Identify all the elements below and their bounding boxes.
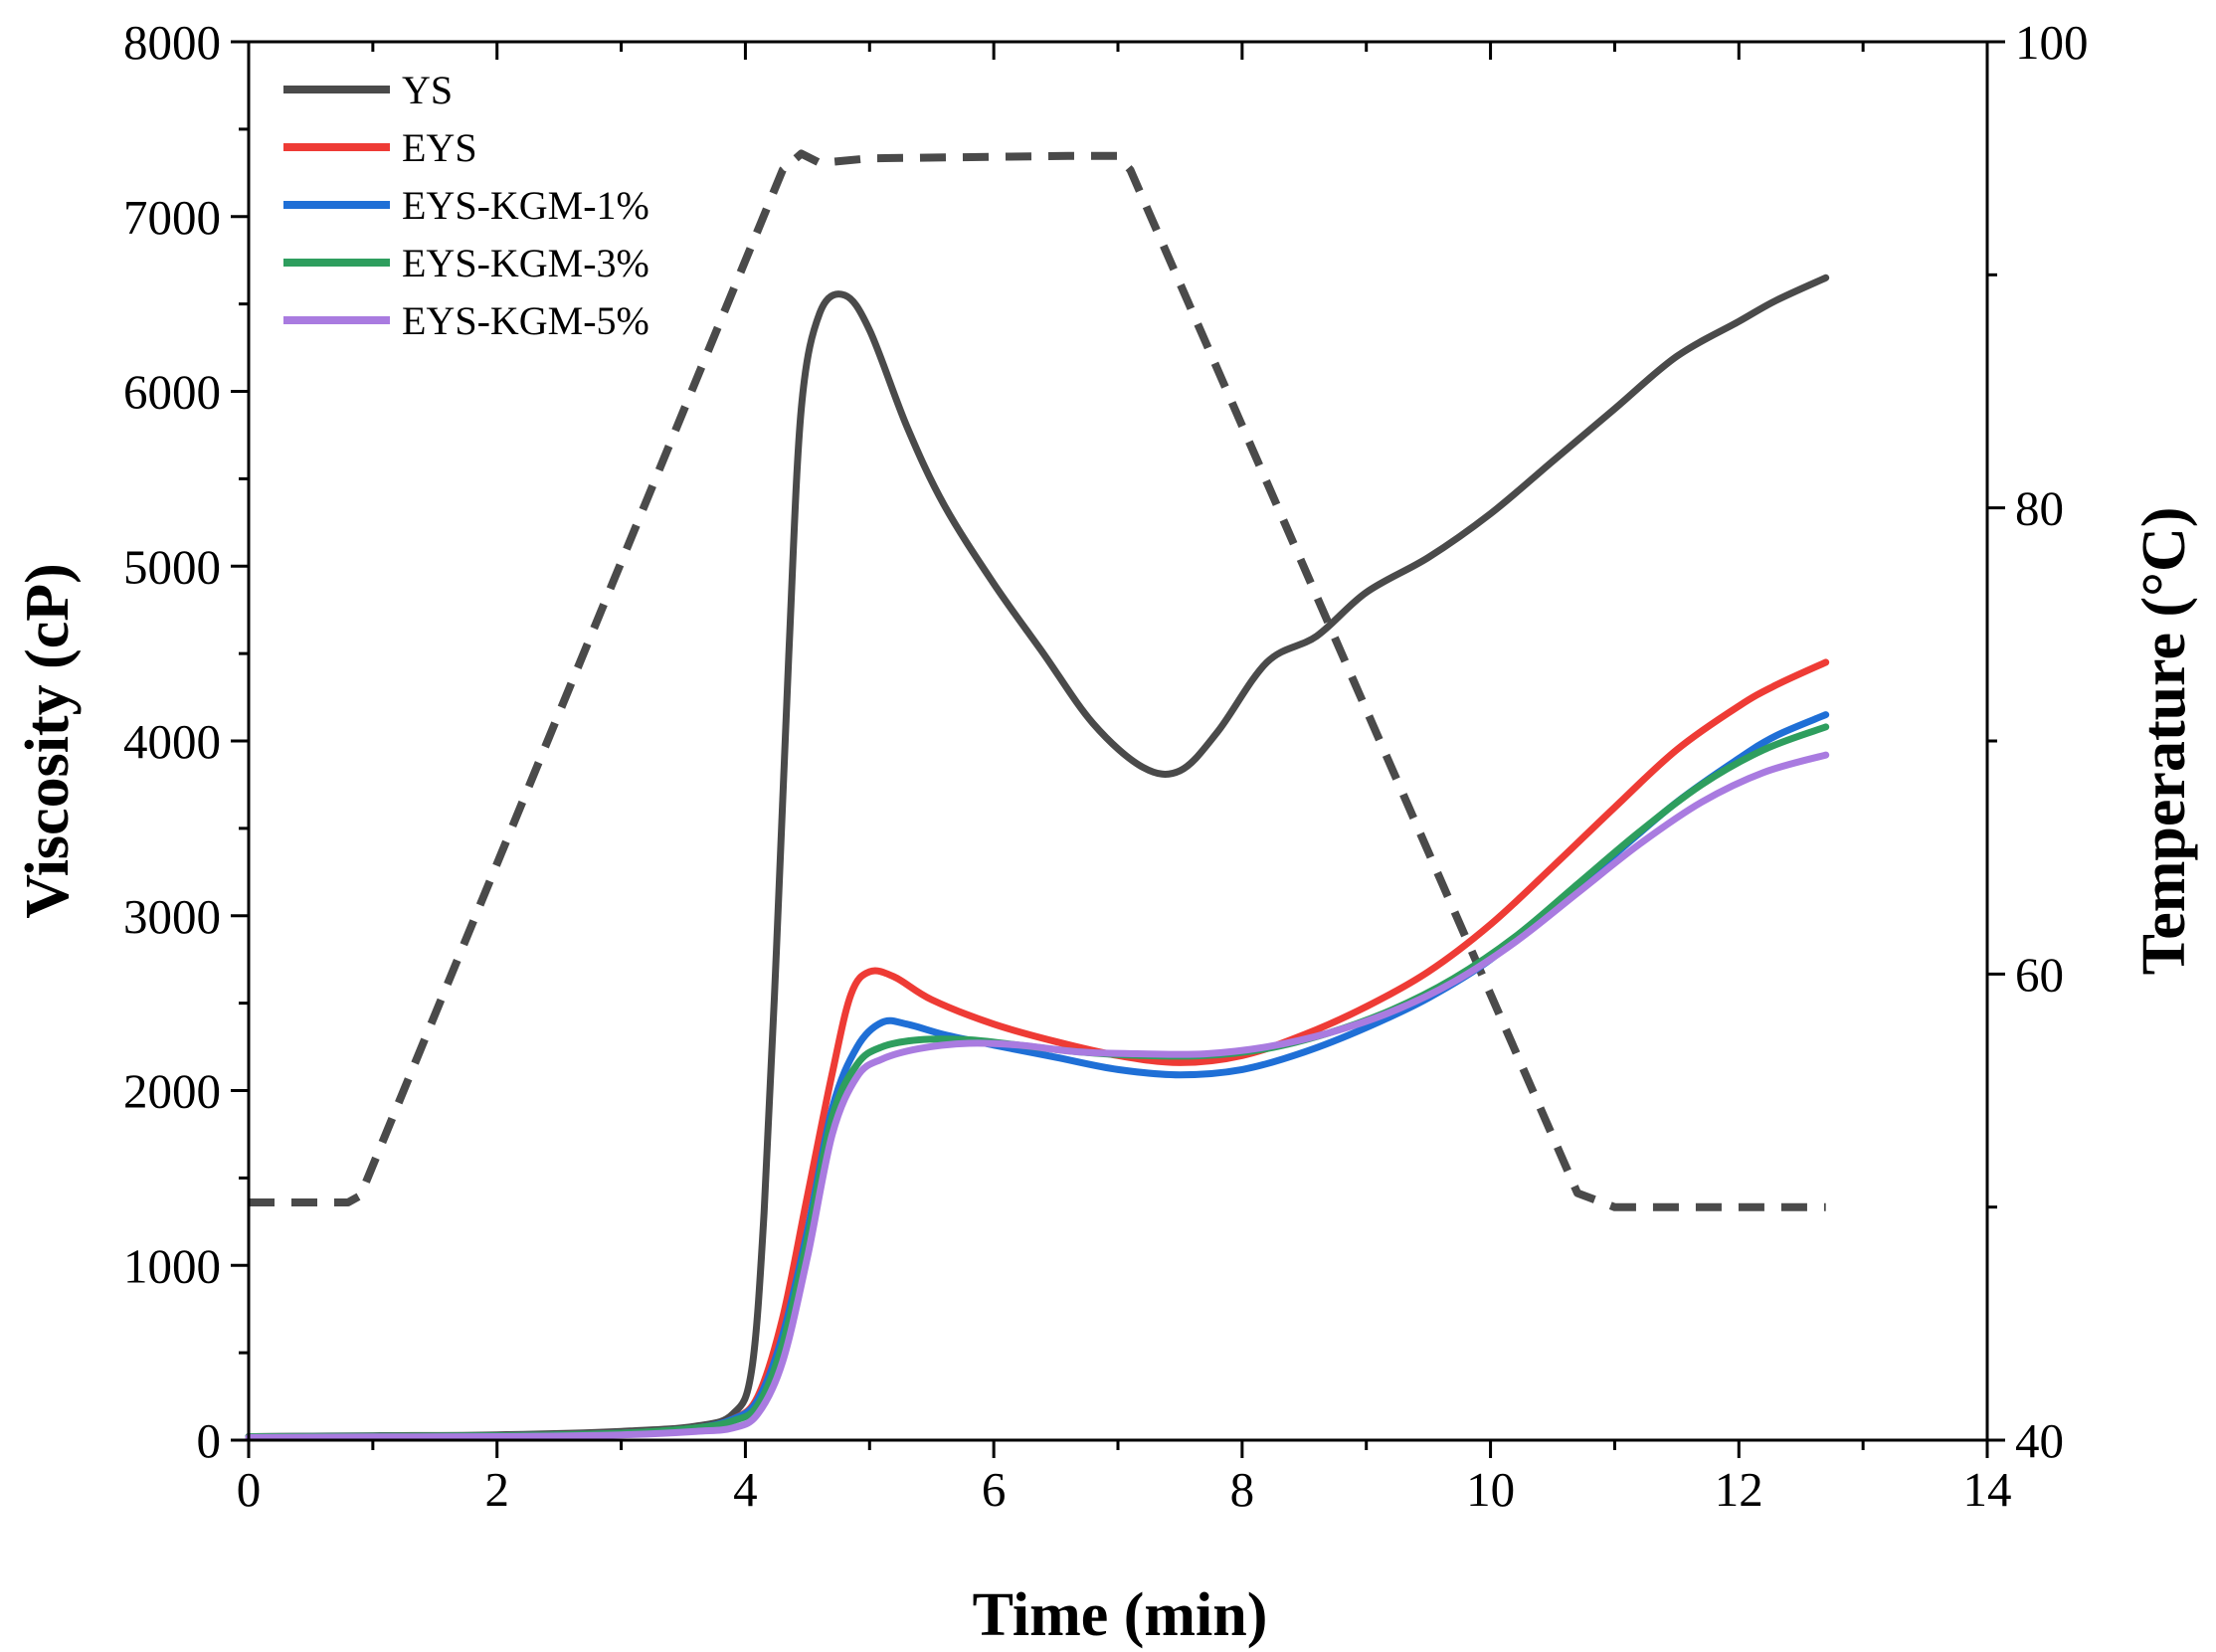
x-tick-label: 4 xyxy=(733,1462,758,1517)
x-tick-label: 6 xyxy=(982,1462,1007,1517)
y-tick-label: 0 xyxy=(197,1413,222,1468)
legend-label-eys: EYS xyxy=(402,125,477,170)
y-tick-label: 2000 xyxy=(123,1064,221,1119)
y2-tick-label: 40 xyxy=(2015,1413,2064,1468)
y-tick-label: 7000 xyxy=(123,190,221,245)
legend-label-eys-kgm-1pct: EYS-KGM-1% xyxy=(402,183,649,228)
y2-tick-label: 60 xyxy=(2015,947,2064,1002)
y-tick-label: 5000 xyxy=(123,539,221,594)
y2-axis-title: Temperature (°C) xyxy=(2130,507,2198,976)
y-tick-label: 4000 xyxy=(123,714,221,769)
x-axis-title: Time (min) xyxy=(973,1581,1268,1649)
series-line-ys xyxy=(245,274,1830,1440)
y-tick-label: 8000 xyxy=(123,15,221,70)
x-tick-label: 0 xyxy=(237,1462,262,1517)
y-tick-label: 1000 xyxy=(123,1238,221,1293)
series-line-eys-kgm-5pct xyxy=(245,751,1830,1441)
x-tick-label: 8 xyxy=(1230,1462,1255,1517)
x-tick-label: 10 xyxy=(1466,1462,1515,1517)
legend-label-eys-kgm-3pct: EYS-KGM-3% xyxy=(402,241,649,285)
y2-tick-label: 80 xyxy=(2015,481,2064,536)
legend: YS EYS EYS-KGM-1% EYS-KGM-3% EYS-KGM-5% xyxy=(283,68,649,343)
y-tick-label: 6000 xyxy=(123,365,221,420)
x-tick-label: 2 xyxy=(484,1462,509,1517)
y2-tick-label: 100 xyxy=(2015,15,2089,70)
x-tick-label: 14 xyxy=(1963,1462,2012,1517)
y-axis-title: Viscosity (cP) xyxy=(14,563,82,919)
y-tick-label: 3000 xyxy=(123,889,221,944)
series-layer xyxy=(245,274,1830,1441)
temperature-layer xyxy=(249,149,1826,1211)
temperature-line xyxy=(249,149,1826,1211)
x-tick-label: 12 xyxy=(1715,1462,1763,1517)
legend-label-eys-kgm-5pct: EYS-KGM-5% xyxy=(402,298,649,343)
legend-label-ys: YS xyxy=(402,68,453,112)
ticks-layer: 0 2 4 6 8 10 12 14 0 1000 2000 3000 4000 5000 6000 7000… xyxy=(123,15,2089,1517)
